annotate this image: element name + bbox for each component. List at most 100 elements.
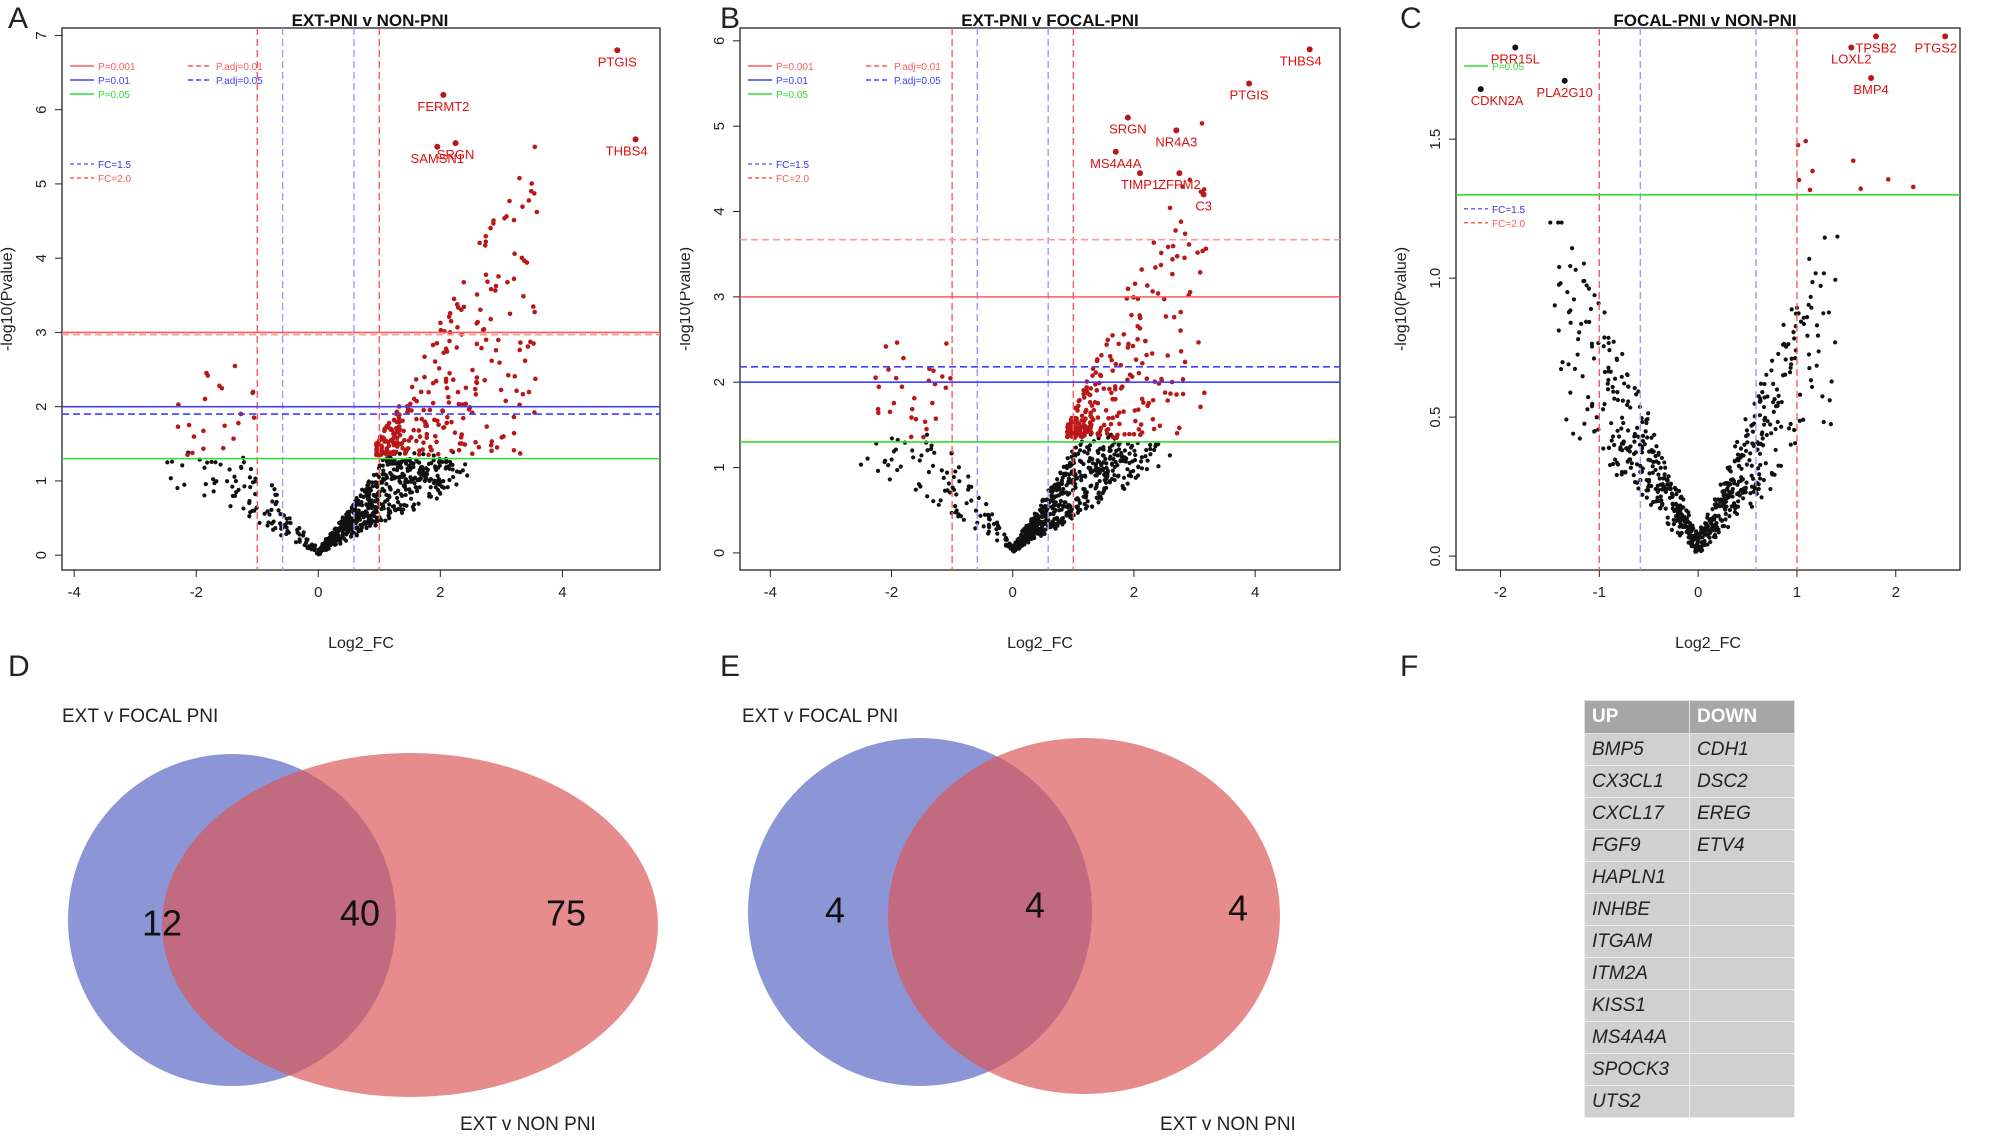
gene-down-cell bbox=[1689, 1021, 1795, 1054]
data-point bbox=[1129, 445, 1134, 450]
data-point bbox=[321, 547, 326, 553]
data-point bbox=[421, 407, 426, 413]
data-point bbox=[1083, 409, 1088, 415]
data-point bbox=[1178, 219, 1184, 225]
data-point bbox=[404, 461, 409, 466]
data-point bbox=[1663, 506, 1668, 511]
highlighted-gene-point bbox=[1173, 127, 1180, 134]
data-point bbox=[1067, 472, 1072, 477]
y-axis-label: -log10(Pvalue) bbox=[1393, 247, 1410, 351]
data-point bbox=[483, 272, 489, 278]
data-point bbox=[1649, 447, 1654, 453]
data-point bbox=[1077, 500, 1083, 506]
data-point bbox=[1048, 488, 1053, 494]
data-point bbox=[1619, 415, 1625, 420]
data-point bbox=[1125, 345, 1131, 350]
data-point bbox=[1168, 391, 1173, 396]
data-point bbox=[938, 498, 943, 503]
data-point bbox=[1755, 466, 1761, 471]
data-point bbox=[374, 442, 379, 448]
data-point bbox=[1757, 472, 1762, 477]
data-point bbox=[964, 501, 969, 506]
data-point bbox=[1173, 228, 1178, 233]
data-point bbox=[1157, 423, 1163, 429]
data-point bbox=[1807, 187, 1813, 193]
data-point bbox=[1573, 267, 1578, 272]
data-point bbox=[175, 485, 180, 491]
x-axis-label: Log2_FC bbox=[1675, 635, 1741, 652]
data-point bbox=[520, 204, 525, 210]
legend-label: FC=1.5 bbox=[1492, 205, 1526, 216]
data-point bbox=[1644, 488, 1649, 493]
data-point bbox=[1612, 442, 1617, 448]
data-point bbox=[1821, 311, 1826, 316]
data-point bbox=[1709, 521, 1714, 526]
data-point bbox=[1002, 532, 1007, 537]
data-point bbox=[511, 447, 517, 453]
data-point bbox=[1609, 421, 1614, 426]
data-point bbox=[1115, 474, 1121, 479]
data-point bbox=[338, 525, 343, 530]
data-point bbox=[1602, 402, 1607, 407]
data-point bbox=[1110, 368, 1116, 373]
data-point bbox=[383, 499, 388, 504]
data-point bbox=[1085, 451, 1090, 456]
data-point bbox=[1170, 257, 1175, 262]
data-point bbox=[1786, 426, 1792, 431]
data-point bbox=[919, 453, 924, 458]
data-point bbox=[1564, 417, 1569, 422]
data-point bbox=[1101, 444, 1106, 450]
data-point bbox=[1733, 506, 1738, 511]
data-point bbox=[507, 198, 512, 204]
data-point bbox=[1041, 511, 1046, 516]
data-point bbox=[1589, 404, 1595, 409]
data-point bbox=[370, 480, 375, 485]
data-point bbox=[1747, 458, 1752, 463]
data-point bbox=[1735, 452, 1741, 457]
data-point bbox=[1801, 321, 1807, 327]
data-point bbox=[1783, 344, 1789, 349]
data-point bbox=[1689, 537, 1694, 542]
data-point bbox=[165, 460, 170, 465]
data-point bbox=[222, 423, 227, 429]
data-point bbox=[532, 309, 537, 315]
data-point bbox=[1732, 481, 1737, 486]
data-point bbox=[1138, 459, 1144, 464]
y-tick-label: 2 bbox=[711, 378, 728, 386]
data-point bbox=[1061, 486, 1066, 492]
data-point bbox=[514, 388, 519, 394]
data-point bbox=[1631, 473, 1636, 478]
data-point bbox=[894, 340, 900, 345]
data-point bbox=[396, 475, 401, 480]
data-point bbox=[399, 441, 405, 446]
data-point bbox=[1792, 336, 1797, 341]
data-point bbox=[1808, 378, 1814, 383]
data-point bbox=[435, 487, 440, 492]
data-point bbox=[1161, 296, 1167, 302]
venn-left-only-count: 4 bbox=[825, 890, 845, 931]
data-point bbox=[384, 481, 389, 487]
data-point bbox=[440, 408, 445, 413]
data-point bbox=[1626, 445, 1632, 450]
data-point bbox=[986, 512, 991, 517]
data-point bbox=[1637, 442, 1643, 447]
data-point bbox=[1100, 490, 1105, 496]
data-point bbox=[1816, 349, 1821, 354]
data-point bbox=[376, 474, 382, 480]
data-point bbox=[1072, 452, 1077, 457]
data-point bbox=[1763, 461, 1768, 466]
data-point bbox=[1196, 340, 1201, 345]
data-point bbox=[459, 432, 465, 437]
data-point bbox=[1691, 544, 1696, 549]
data-point bbox=[446, 394, 451, 400]
data-point bbox=[1177, 425, 1182, 431]
data-point bbox=[1807, 365, 1812, 371]
data-point bbox=[1601, 344, 1606, 349]
gene-label: MS4A4A bbox=[1090, 156, 1142, 171]
data-point bbox=[995, 531, 1000, 536]
data-point bbox=[1646, 411, 1651, 416]
data-point bbox=[951, 474, 956, 480]
data-point bbox=[358, 493, 363, 498]
data-point bbox=[926, 470, 932, 475]
point-cloud bbox=[165, 144, 540, 557]
